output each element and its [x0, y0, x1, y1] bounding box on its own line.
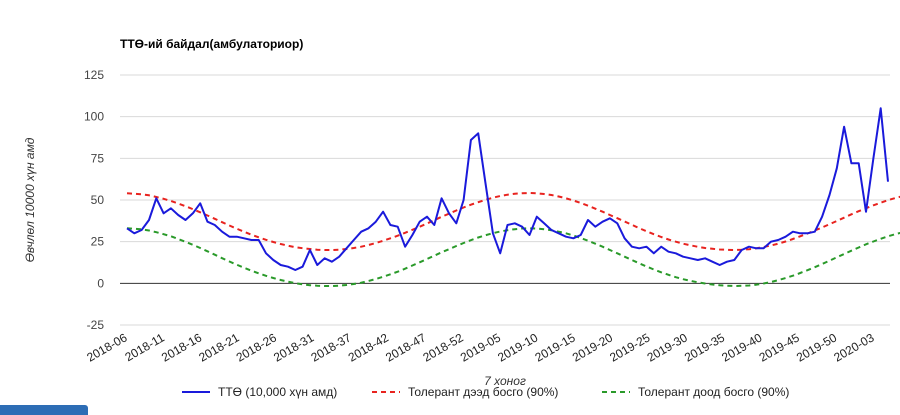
- grid-lines: [120, 74, 890, 326]
- x-axis-ticks: 2018-062018-112018-162018-212018-262018-…: [84, 330, 876, 364]
- y-tick-label: 125: [84, 68, 104, 82]
- y-axis-ticks: -25 0 25 50 75 100 125: [84, 68, 104, 332]
- x-tick-label: 2019-30: [645, 330, 690, 364]
- x-tick-label: 2019-40: [719, 330, 764, 364]
- x-tick-label: 2018-37: [308, 330, 353, 364]
- x-tick-label: 2019-50: [794, 330, 839, 364]
- x-tick-label: 2018-26: [234, 330, 279, 364]
- x-tick-label: 2019-35: [682, 330, 727, 364]
- legend-entry: ТТӨ (10,000 хүн амд): [218, 385, 337, 399]
- y-tick-label: 25: [91, 235, 105, 249]
- x-tick-label: 2018-31: [271, 330, 316, 364]
- x-tick-label: 2019-45: [757, 330, 802, 364]
- x-tick-label: 2019-15: [533, 330, 578, 364]
- corner-tab: [0, 405, 88, 415]
- x-tick-label: 2020-03: [831, 330, 876, 364]
- legend: ТТӨ (10,000 хүн амд) Толерант дээд босго …: [182, 385, 789, 399]
- series-line-1: [126, 107, 889, 271]
- x-tick-label: 2018-21: [196, 330, 241, 364]
- y-tick-label: 0: [97, 276, 104, 290]
- x-tick-label: 2019-25: [607, 330, 652, 364]
- chart-title: ТТӨ-ий байдал(амбулаториор): [120, 37, 303, 51]
- y-tick-label: 75: [91, 151, 105, 165]
- legend-entry: Толерант доод босго (90%): [638, 385, 789, 399]
- x-tick-label: 2018-42: [346, 330, 391, 364]
- x-tick-label: 2018-06: [84, 330, 129, 364]
- x-tick-label: 2018-47: [383, 330, 428, 364]
- series-line-2: [126, 192, 900, 251]
- x-tick-label: 2018-52: [421, 330, 466, 364]
- x-tick-label: 2018-16: [159, 330, 204, 364]
- x-tick-label: 2019-05: [458, 330, 503, 364]
- x-tick-label: 2018-11: [122, 330, 167, 364]
- legend-entry: Толерант дээд босго (90%): [408, 385, 558, 399]
- y-tick-label: 50: [91, 193, 105, 207]
- series-lines: [126, 107, 900, 287]
- y-tick-label: 100: [84, 110, 104, 124]
- y-tick-label: -25: [87, 318, 105, 332]
- x-axis-label: 7 хоног: [484, 374, 526, 388]
- y-axis-label: Өвчлөл 10000 хүн амд: [23, 137, 37, 262]
- x-tick-label: 2019-20: [570, 330, 615, 364]
- x-tick-label: 2019-10: [495, 330, 540, 364]
